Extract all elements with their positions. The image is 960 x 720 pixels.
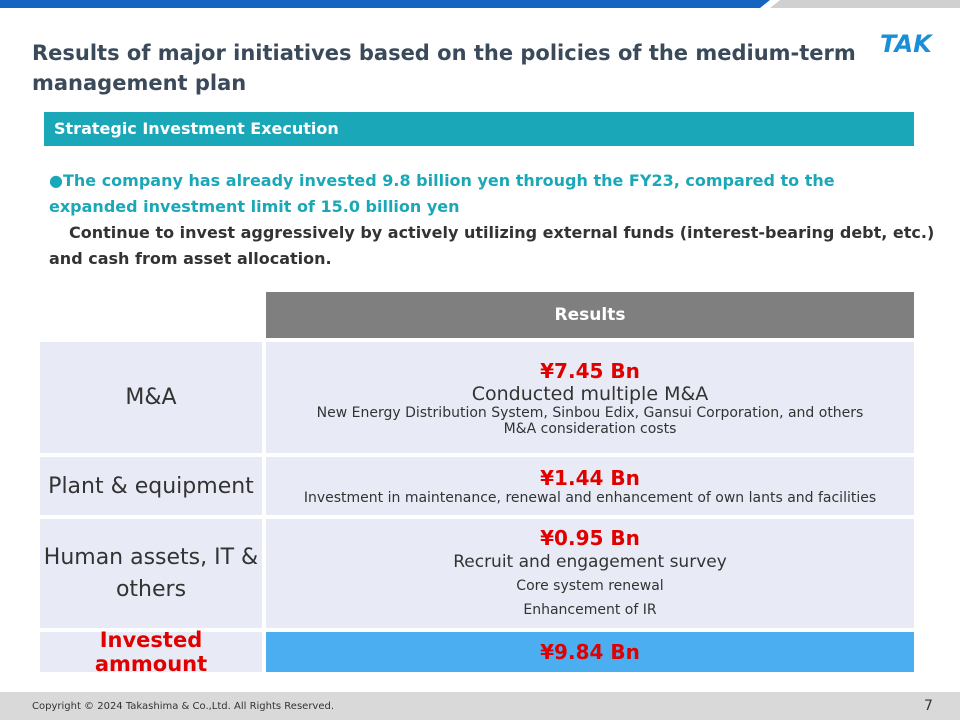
detail: Core system renewal: [516, 577, 664, 594]
detail: Conducted multiple M&A: [471, 382, 709, 405]
detail: M&A consideration costs: [503, 420, 677, 437]
total-amount: ¥9.84 Bn: [266, 632, 914, 672]
intro: ●The company has already invested 9.8 bi…: [49, 168, 934, 272]
detail: New Energy Distribution System, Sinbou E…: [316, 404, 864, 421]
detail: Investment in maintenance, renewal and e…: [303, 490, 877, 506]
amount: ¥7.45 Bn: [540, 358, 640, 383]
amount: ¥9.84 Bn: [540, 640, 640, 664]
row-result: ¥1.44 Bn Investment in maintenance, rene…: [266, 457, 914, 515]
label-line: others: [115, 576, 187, 602]
total-label: Invested ammount: [40, 628, 262, 676]
row-label: M&A: [40, 342, 262, 453]
section-heading: Strategic Investment Execution: [44, 112, 914, 146]
label-line: Human assets, IT &: [43, 544, 259, 570]
bullet: ●: [49, 171, 63, 190]
title: Results of major initiatives based on th…: [32, 38, 856, 98]
page-number: 7: [924, 698, 933, 714]
row-label: Human assets, IT & others: [40, 519, 262, 628]
amount: ¥0.95 Bn: [540, 525, 640, 550]
top-bar: [0, 0, 960, 8]
copyright: Copyright © 2024 Takashima & Co.,Ltd. Al…: [32, 701, 335, 712]
detail: Enhancement of IR: [523, 601, 657, 618]
row-result: ¥0.95 Bn Recruit and engagement survey C…: [266, 519, 914, 628]
column-header: Results: [266, 292, 914, 338]
intro-text: expanded investment limit of 15.0 billio…: [49, 197, 460, 216]
intro-text: Continue to invest aggressively by activ…: [69, 223, 935, 242]
logo: TAK: [880, 30, 932, 58]
row-result: ¥7.45 Bn Conducted multiple M&A New Ener…: [266, 342, 914, 453]
detail: Recruit and engagement survey: [453, 551, 727, 572]
title-line: Results of major initiatives based on th…: [32, 41, 856, 65]
intro-text: and cash from asset allocation.: [49, 249, 332, 268]
footer-bar: [0, 692, 960, 720]
row-label: Plant & equipment: [40, 457, 262, 515]
intro-text: The company has already invested 9.8 bil…: [62, 171, 835, 190]
amount: ¥1.44 Bn: [540, 466, 640, 490]
title-line: management plan: [32, 71, 247, 95]
